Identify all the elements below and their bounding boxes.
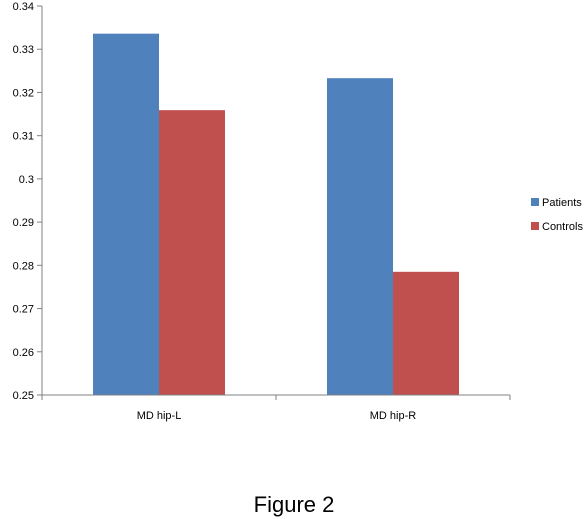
legend-label-patients: Patients: [542, 197, 582, 209]
y-tick-label: 0.33: [13, 44, 34, 56]
legend: Patients Controls: [531, 197, 583, 233]
x-axis-labels: MD hip-L MD hip-R: [137, 410, 417, 422]
figure-caption: Figure 2: [254, 492, 335, 517]
y-tick-label: 0.28: [13, 260, 34, 272]
y-tick-label: 0.3: [19, 174, 34, 186]
plot-bars: [93, 33, 459, 395]
x-category-label: MD hip-R: [370, 410, 417, 422]
y-tick-label: 0.27: [13, 304, 34, 316]
y-tick-label: 0.32: [13, 87, 34, 99]
legend-swatch-controls: [531, 222, 539, 230]
bar-controls-1: [159, 110, 225, 395]
bar-patients-1: [93, 33, 159, 395]
y-axis-ticks: 0.25 0.26 0.27 0.28 0.29 0.3 0.31 0.32 0.33 0.34: [13, 1, 42, 402]
bar-controls-2: [393, 271, 459, 395]
y-tick-label: 0.25: [13, 390, 34, 402]
bar-patients-2: [327, 78, 393, 395]
y-tick-label: 0.31: [13, 131, 34, 143]
y-tick-label: 0.26: [13, 347, 34, 359]
x-category-label: MD hip-L: [137, 410, 182, 422]
y-tick-label: 0.34: [13, 1, 34, 13]
legend-label-controls: Controls: [542, 221, 583, 233]
x-axis-ticks: [41, 395, 511, 400]
legend-swatch-patients: [531, 198, 539, 206]
y-tick-label: 0.29: [13, 217, 34, 229]
